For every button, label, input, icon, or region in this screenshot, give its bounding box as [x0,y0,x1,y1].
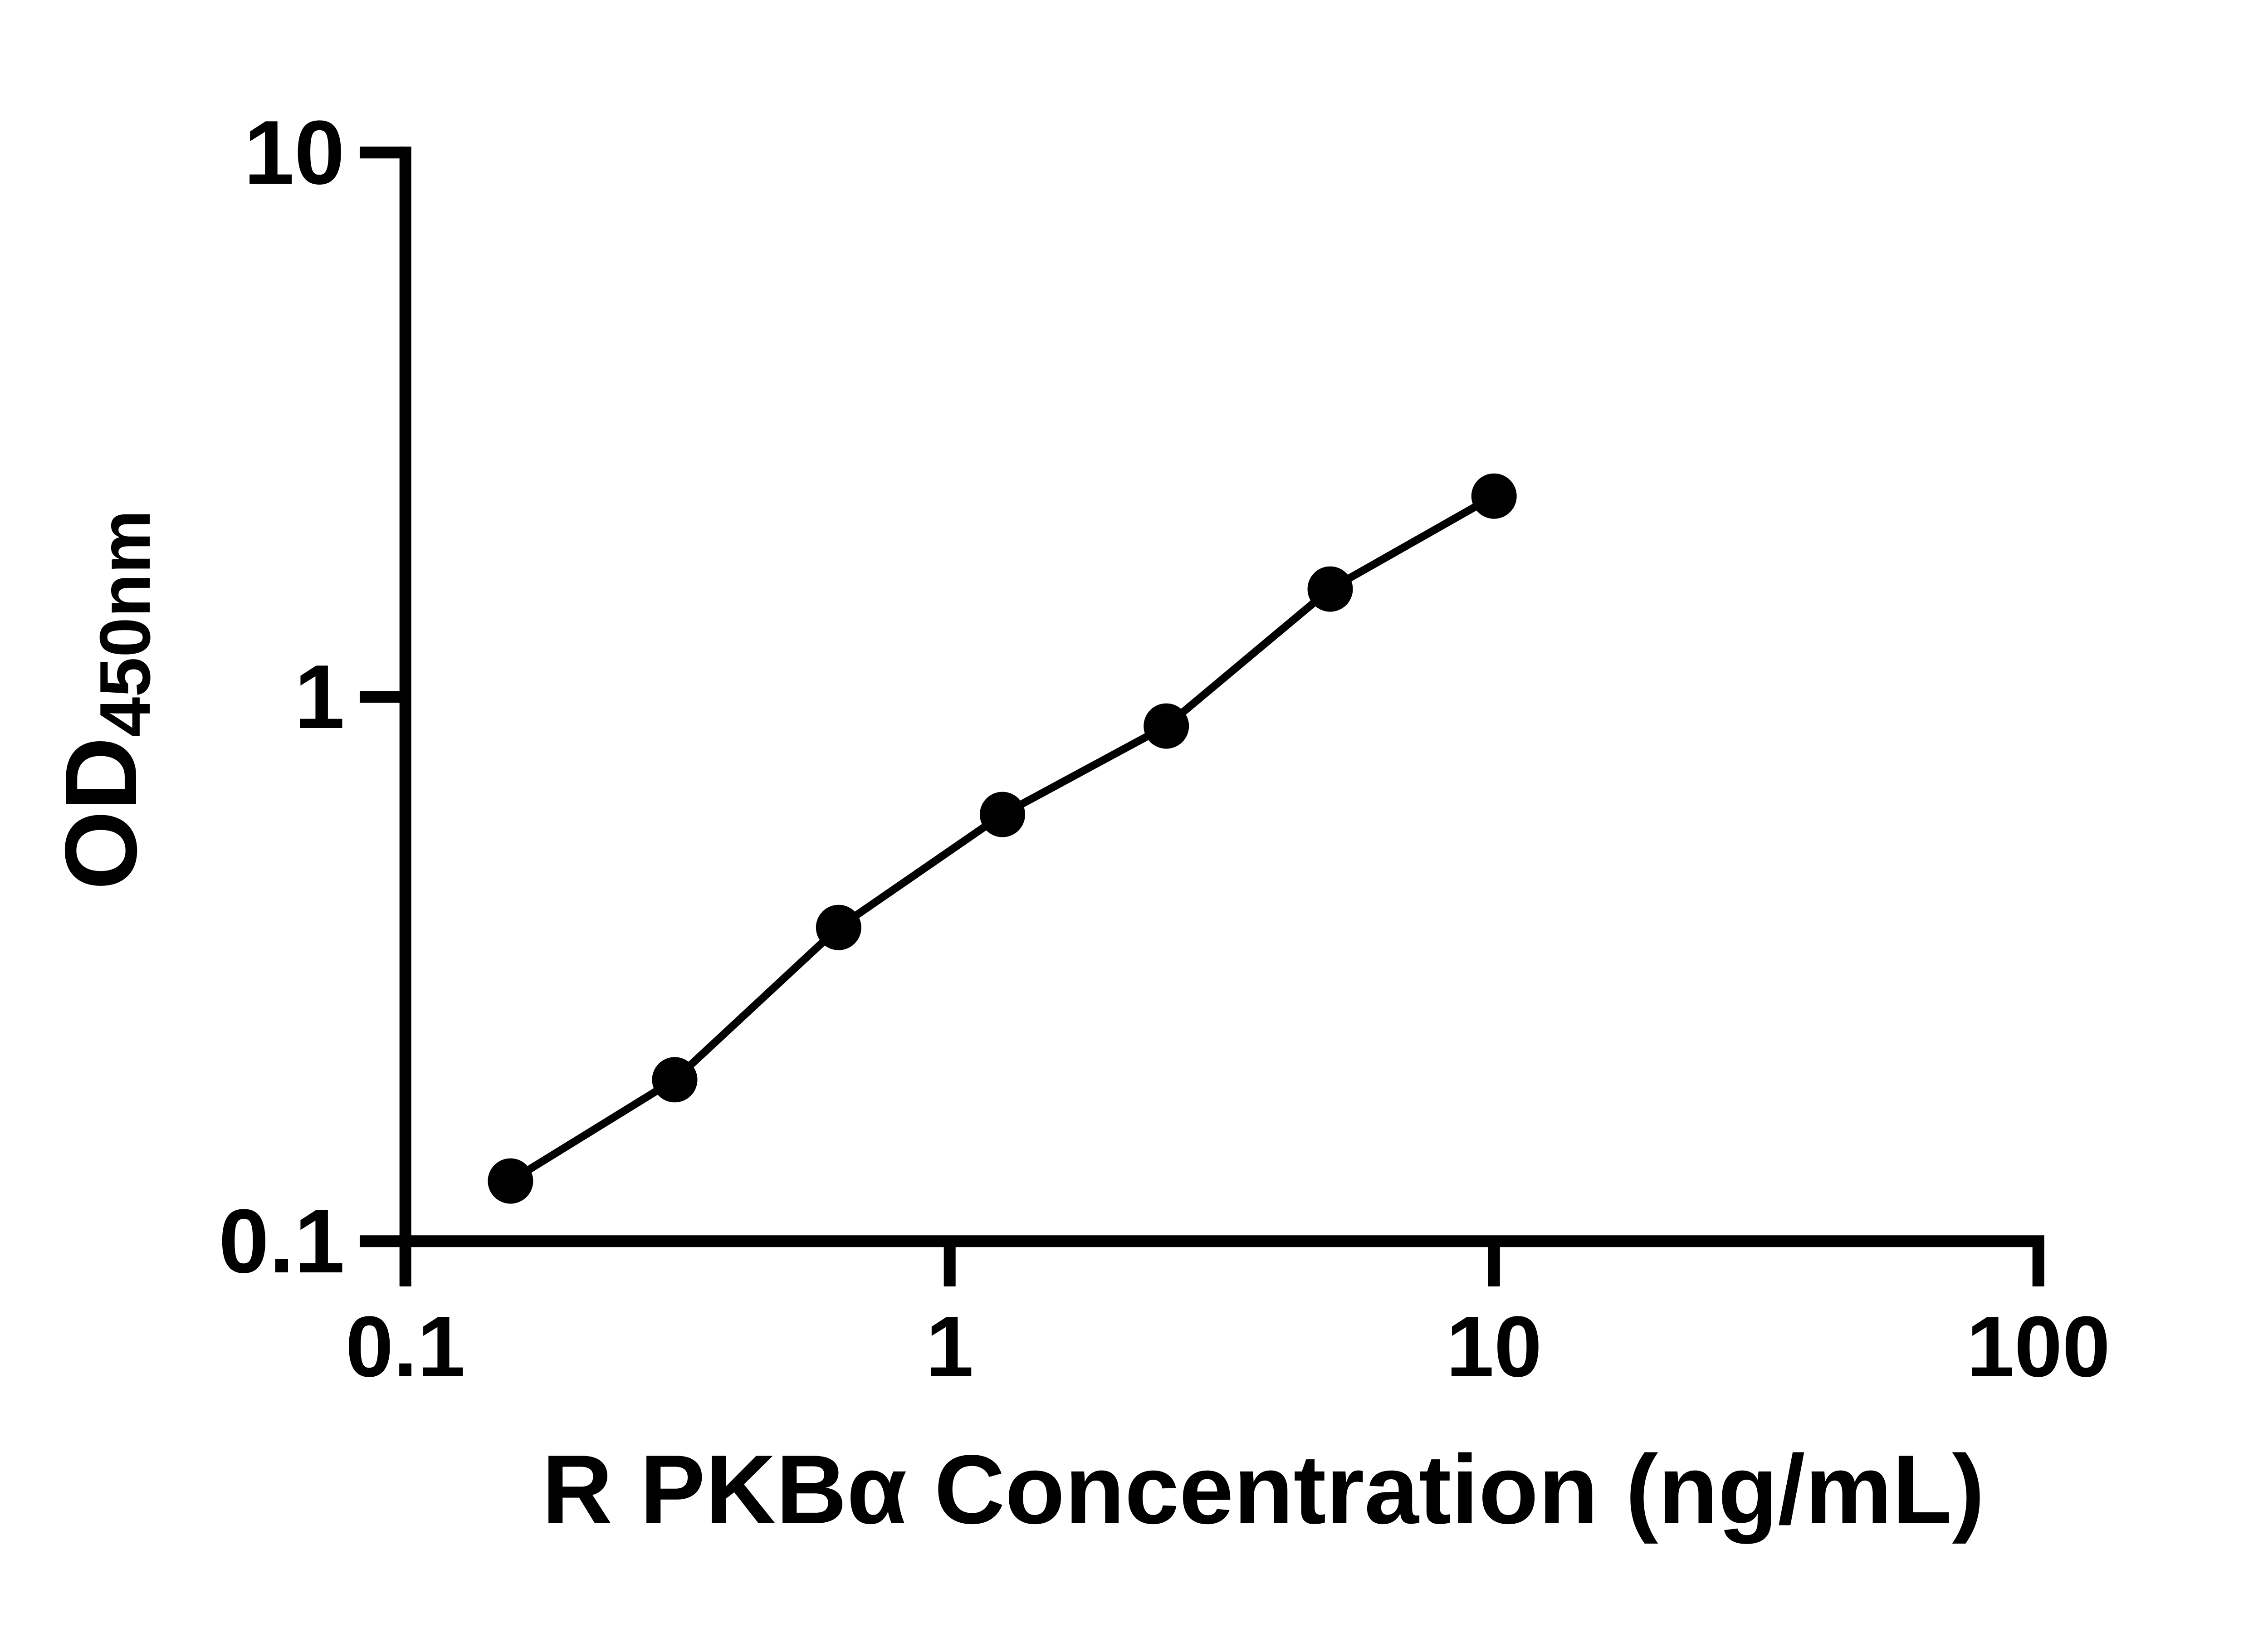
svg-text:100: 100 [1966,1299,2110,1395]
svg-text:10: 10 [1446,1299,1542,1395]
svg-text:0.1: 0.1 [219,1191,345,1292]
svg-text:10: 10 [244,102,345,203]
svg-text:1: 1 [926,1299,974,1395]
svg-text:1: 1 [294,646,345,748]
svg-text:OD450nm: OD450nm [44,510,165,890]
svg-text:0.1: 0.1 [346,1299,465,1395]
svg-text:R PKBα Concentration (ng/mL): R PKBα Concentration (ng/mL) [542,1434,1985,1544]
